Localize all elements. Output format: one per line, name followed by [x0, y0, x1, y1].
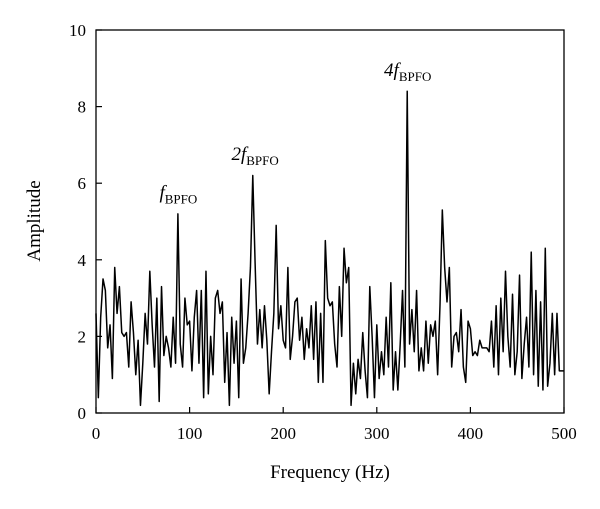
annotation-subscript: BPFO: [399, 69, 432, 84]
annotation: fBPFO: [159, 183, 197, 207]
x-tick-label: 400: [458, 424, 484, 443]
y-tick-label: 10: [69, 21, 86, 40]
x-tick-label: 100: [177, 424, 203, 443]
annotation: 2fBPFO: [231, 144, 278, 168]
annotation-subscript: BPFO: [246, 153, 279, 168]
line: [95, 90, 564, 407]
y-axis-label: Amplitude: [24, 180, 45, 261]
y-tick-label: 0: [78, 404, 87, 423]
annotation-text: 2f: [231, 144, 249, 165]
x-tick-label: 300: [364, 424, 390, 443]
y-tick-label: 4: [78, 251, 87, 270]
annotation-subscript: BPFO: [165, 192, 198, 207]
x-tick-label: 200: [270, 424, 296, 443]
x-tick-label: 0: [92, 424, 101, 443]
y-tick-label: 8: [78, 98, 87, 117]
y-tick-label: 6: [78, 174, 87, 193]
y-tick-label: 2: [78, 327, 87, 346]
annotation-text: 4f: [384, 60, 402, 81]
x-tick-label: 500: [551, 424, 577, 443]
x-axis-label: Frequency (Hz): [270, 462, 390, 483]
plot-frame: [95, 29, 565, 414]
annotation-text: f: [159, 183, 167, 204]
annotation: 4fBPFO: [384, 60, 431, 84]
